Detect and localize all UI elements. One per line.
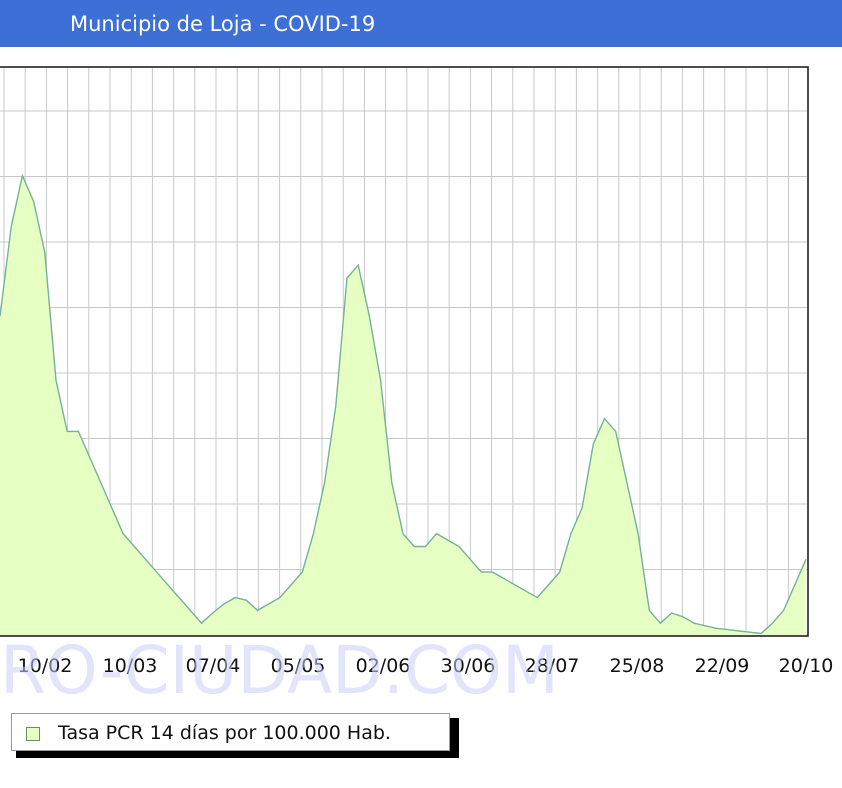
x-tick-labels: 10/02 10/03 07/04 05/05 02/06 30/06 28/07 25/08… [18,655,834,677]
x-tick-label: 20/10 [779,655,834,677]
x-tick-label: 10/03 [103,655,158,677]
x-tick-label: 07/04 [186,655,241,677]
series-line [0,173,807,635]
x-tick-label: 22/09 [695,655,750,677]
chart-title: Municipio de Loja - COVID-19 [70,12,376,36]
plot-frame [0,66,809,637]
x-tick-label: 05/05 [271,655,326,677]
legend: Tasa PCR 14 días por 100.000 Hab. [11,713,450,751]
area-chart: 10/02 10/03 07/04 05/05 02/06 30/06 28/07 25/08… [0,66,834,677]
x-tick-label: 28/07 [525,655,580,677]
x-tick-label: 10/02 [18,655,73,677]
x-tick-label: 30/06 [441,655,496,677]
x-tick-label: 25/08 [610,655,665,677]
legend-swatch [26,727,40,741]
x-tick-label: 02/06 [356,655,411,677]
series-area [0,175,806,636]
chart-header: Municipio de Loja - COVID-19 [0,0,842,47]
legend-label: Tasa PCR 14 días por 100.000 Hab. [58,722,391,744]
watermark: RO-CIUDAD.COM [0,636,559,706]
